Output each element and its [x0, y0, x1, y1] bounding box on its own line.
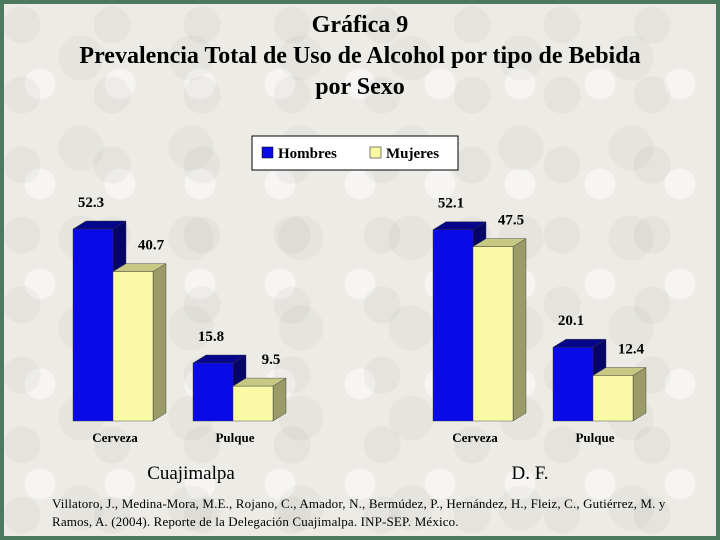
bar-cuajimalpa-cerveza-mujeres	[112, 271, 154, 422]
category-label-cuajimalpa-cerveza: Cerveza	[92, 430, 138, 445]
category-label-d-f-cerveza: Cerveza	[452, 430, 498, 445]
title-line-2: Prevalencia Total de Uso de Alcohol por …	[79, 43, 641, 69]
bar-cuajimalpa-cerveza-mujeres-side	[152, 263, 167, 422]
bar-d-f-pulque-mujeres	[592, 375, 634, 422]
bar-d-f-cerveza-mujeres-value-label: 47.5	[498, 213, 524, 229]
bar-d-f-cerveza-mujeres	[472, 246, 514, 422]
bar-d-f-pulque-mujeres-side	[632, 367, 647, 422]
panel-label-cuajimalpa: Cuajimalpa	[147, 463, 235, 484]
legend-box	[251, 135, 459, 171]
bar-cuajimalpa-pulque-mujeres-value-label: 9.5	[262, 352, 281, 368]
bar-cuajimalpa-cerveza-hombres	[72, 228, 114, 422]
bar-cuajimalpa-pulque-mujeres	[232, 385, 274, 422]
legend-label-mujeres: Mujeres	[386, 146, 439, 162]
bar-d-f-pulque-mujeres-value-label: 12.4	[618, 341, 645, 357]
category-label-cuajimalpa-pulque: Pulque	[215, 430, 254, 445]
source-citation: Villatoro, J., Medina-Mora, M.E., Rojano…	[52, 496, 666, 529]
category-label-d-f-pulque: Pulque	[575, 430, 614, 445]
title-line-1: Gráfica 9	[311, 12, 409, 38]
legend-label-hombres: Hombres	[278, 146, 337, 162]
bar-cuajimalpa-cerveza-hombres-value-label: 52.3	[78, 195, 104, 211]
legend-swatch-mujeres	[369, 146, 382, 159]
legend-swatch-hombres	[261, 146, 274, 159]
slide-background	[4, 4, 716, 536]
bar-d-f-cerveza-hombres-value-label: 52.1	[438, 196, 464, 212]
bar-d-f-pulque-hombres-value-label: 20.1	[558, 313, 584, 329]
bar-d-f-pulque-hombres	[552, 347, 594, 422]
bar-cuajimalpa-pulque-hombres	[192, 362, 234, 422]
title-line-3: por Sexo	[315, 74, 405, 100]
bar-cuajimalpa-pulque-hombres-value-label: 15.8	[198, 329, 224, 345]
chart-title: Gráfica 9 Prevalencia Total de Uso de Al…	[0, 10, 720, 103]
bar-cuajimalpa-cerveza-mujeres-value-label: 40.7	[138, 238, 165, 254]
bar-d-f-cerveza-hombres	[432, 229, 474, 422]
bar-d-f-cerveza-mujeres-side	[512, 238, 527, 422]
panel-label-d-f: D. F.	[511, 463, 548, 484]
